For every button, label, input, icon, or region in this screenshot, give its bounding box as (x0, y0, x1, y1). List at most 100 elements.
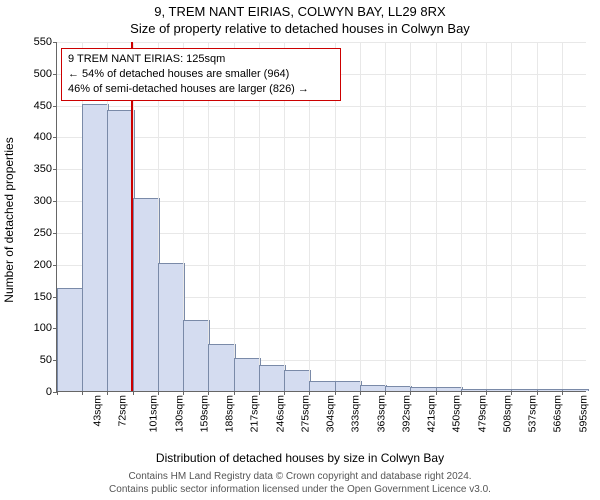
annotation-line2: ← 54% of detached houses are smaller (96… (68, 67, 334, 82)
x-axis-label: Distribution of detached houses by size … (0, 451, 600, 465)
x-tick-label: 130sqm (173, 395, 185, 432)
x-gridline (436, 42, 437, 391)
x-gridline (385, 42, 386, 391)
x-tick-mark (486, 391, 487, 395)
histogram-bar (259, 365, 286, 391)
x-tick-mark (183, 391, 184, 395)
y-gridline (57, 169, 586, 170)
x-tick-mark (82, 391, 83, 395)
chart-address-title: 9, TREM NANT EIRIAS, COLWYN BAY, LL29 8R… (0, 4, 600, 19)
x-tick-label: 246sqm (274, 395, 286, 432)
y-tick-mark (53, 233, 57, 234)
x-tick-label: 159sqm (198, 395, 210, 432)
y-tick-label: 100 (34, 322, 52, 334)
y-tick-label: 500 (34, 68, 52, 80)
y-gridline (57, 106, 586, 107)
x-tick-mark (133, 391, 134, 395)
histogram-bar (133, 198, 160, 391)
histogram-bar (410, 387, 437, 391)
x-tick-mark (208, 391, 209, 395)
x-tick-mark (284, 391, 285, 395)
histogram-bar (208, 344, 235, 391)
y-tick-mark (53, 137, 57, 138)
x-gridline (410, 42, 411, 391)
histogram-bar (385, 386, 412, 391)
x-tick-label: 101sqm (148, 395, 160, 432)
y-tick-label: 50 (40, 354, 52, 366)
x-tick-mark (562, 391, 563, 395)
y-gridline (57, 137, 586, 138)
histogram-bar (461, 389, 488, 391)
x-tick-mark (410, 391, 411, 395)
y-tick-label: 350 (34, 163, 52, 175)
y-tick-mark (53, 74, 57, 75)
x-tick-label: 304sqm (325, 395, 337, 432)
annotation-line3: 46% of semi-detached houses are larger (… (68, 82, 334, 97)
x-tick-mark (234, 391, 235, 395)
y-axis-label: Number of detached properties (2, 137, 16, 302)
x-tick-mark (537, 391, 538, 395)
y-tick-label: 150 (34, 291, 52, 303)
histogram-bar (537, 389, 564, 391)
x-tick-label: 421sqm (425, 395, 437, 432)
annotation-box: 9 TREM NANT EIRIAS: 125sqm ← 54% of deta… (61, 48, 341, 101)
y-tick-mark (53, 42, 57, 43)
x-tick-label: 450sqm (451, 395, 463, 432)
y-tick-mark (53, 265, 57, 266)
x-gridline (360, 42, 361, 391)
histogram-bar (284, 370, 311, 391)
y-tick-label: 450 (34, 100, 52, 112)
y-tick-mark (53, 201, 57, 202)
x-tick-label: 566sqm (552, 395, 564, 432)
x-tick-mark (335, 391, 336, 395)
y-tick-label: 250 (34, 227, 52, 239)
y-tick-mark (53, 169, 57, 170)
x-tick-mark (436, 391, 437, 395)
y-tick-label: 0 (46, 386, 52, 398)
histogram-bar (486, 389, 513, 391)
x-tick-mark (309, 391, 310, 395)
y-tick-label: 400 (34, 131, 52, 143)
x-tick-label: 188sqm (224, 395, 236, 432)
x-tick-mark (385, 391, 386, 395)
x-tick-label: 217sqm (249, 395, 261, 432)
x-tick-mark (360, 391, 361, 395)
x-tick-label: 333sqm (350, 395, 362, 432)
histogram-bar (562, 389, 589, 391)
histogram-bar (335, 381, 362, 391)
x-tick-mark (511, 391, 512, 395)
chart-footer: Contains HM Land Registry data © Crown c… (0, 471, 600, 496)
plot-area: 9 TREM NANT EIRIAS: 125sqm ← 54% of deta… (56, 42, 586, 392)
x-gridline (537, 42, 538, 391)
x-tick-label: 595sqm (577, 395, 589, 432)
x-tick-mark (107, 391, 108, 395)
footer-line1: Contains HM Land Registry data © Crown c… (0, 471, 600, 484)
annotation-line1: 9 TREM NANT EIRIAS: 125sqm (68, 52, 334, 67)
y-tick-label: 300 (34, 195, 52, 207)
chart-subtitle: Size of property relative to detached ho… (0, 21, 600, 36)
footer-line2: Contains public sector information licen… (0, 484, 600, 497)
histogram-bar (309, 381, 336, 391)
x-tick-label: 479sqm (476, 395, 488, 432)
y-gridline (57, 42, 586, 43)
x-tick-mark (57, 391, 58, 395)
x-gridline (486, 42, 487, 391)
histogram-bar (158, 263, 185, 391)
x-tick-mark (461, 391, 462, 395)
x-tick-label: 392sqm (400, 395, 412, 432)
y-tick-label: 550 (34, 36, 52, 48)
histogram-bar (82, 104, 109, 391)
x-tick-label: 72sqm (117, 395, 129, 427)
histogram-bar (360, 385, 387, 391)
histogram-bar (234, 358, 261, 391)
histogram-bar (183, 320, 210, 391)
x-gridline (461, 42, 462, 391)
x-gridline (511, 42, 512, 391)
x-gridline (562, 42, 563, 391)
x-tick-label: 537sqm (526, 395, 538, 432)
x-tick-label: 275sqm (299, 395, 311, 432)
x-tick-label: 363sqm (375, 395, 387, 432)
y-tick-label: 200 (34, 259, 52, 271)
histogram-bar (436, 387, 463, 391)
x-tick-label: 43sqm (92, 395, 104, 427)
